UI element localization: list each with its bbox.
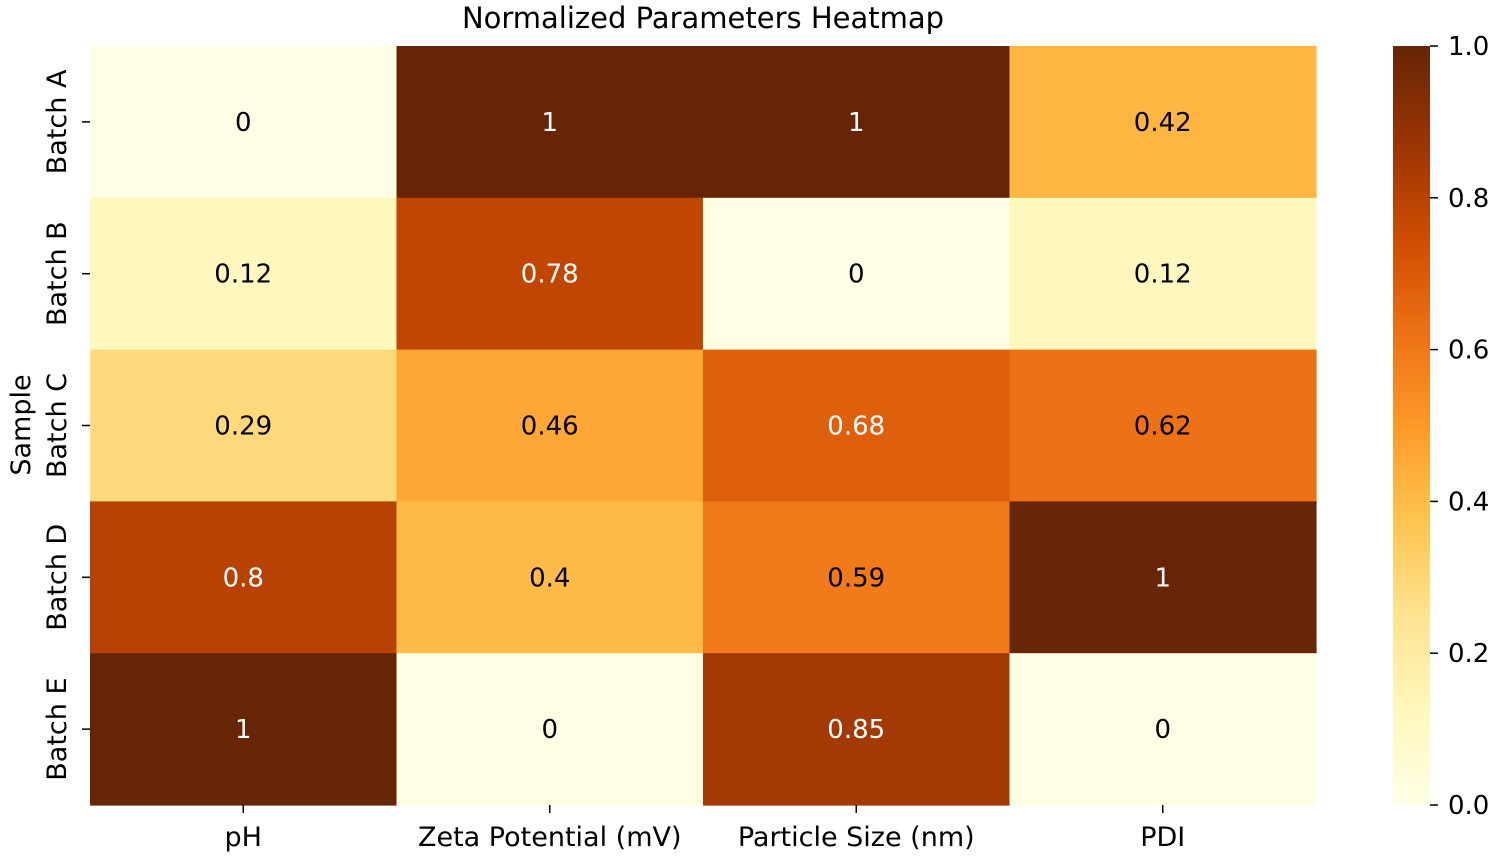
y-axis: Batch A Batch B Batch C Batch D Batch E <box>42 69 90 781</box>
cell-value-label: 0 <box>235 108 252 138</box>
heatmap-cell <box>90 501 398 654</box>
cell-value-label: 0.12 <box>1134 260 1192 290</box>
cell-annotations: 0 1 1 0.42 0.12 0.78 0 0.12 0.29 0.46 0.68 0.62 0.8 0… <box>214 108 1191 745</box>
y-tick-label: Batch A <box>42 69 73 174</box>
heatmap-cells <box>90 46 1317 806</box>
heatmap-cell <box>396 197 704 351</box>
y-tick-label: Batch C <box>42 373 73 478</box>
colorbar-tick-label: 0.6 <box>1448 336 1489 366</box>
heatmap-cell <box>1009 46 1317 199</box>
chart-title: Normalized Parameters Heatmap <box>462 1 944 35</box>
colorbar <box>1393 46 1430 805</box>
cell-value-label: 0.42 <box>1134 108 1192 138</box>
heatmap-cell <box>703 653 1011 806</box>
x-tick-label: Particle Size (nm) <box>738 822 975 853</box>
cell-value-label: 0.68 <box>827 412 885 442</box>
cell-value-label: 0.8 <box>223 563 264 593</box>
cell-value-label: 0.4 <box>529 563 570 593</box>
cell-value-label: 0 <box>1154 715 1171 745</box>
heatmap-cell <box>703 349 1011 502</box>
cell-value-label: 0.46 <box>521 412 579 442</box>
heatmap-cell <box>703 501 1011 654</box>
cell-value-label: 0.62 <box>1134 412 1192 442</box>
y-tick-label: Batch B <box>42 221 73 326</box>
heatmap-cell <box>396 501 704 654</box>
heatmap-cell <box>1009 653 1317 806</box>
colorbar-tick-label: 0.2 <box>1448 639 1489 669</box>
heatmap-cell <box>703 197 1011 351</box>
heatmap-cell <box>703 46 1011 199</box>
heatmap-cell <box>1009 501 1317 654</box>
colorbar-axis: 0.0 0.2 0.4 0.6 0.8 1.0 <box>1430 32 1489 821</box>
colorbar-tick-label: 0.8 <box>1448 184 1489 214</box>
cell-value-label: 0.85 <box>827 715 885 745</box>
x-tick-label: Zeta Potential (mV) <box>418 822 682 853</box>
colorbar-tick-label: 0.0 <box>1448 791 1489 821</box>
heatmap-cell <box>396 349 704 502</box>
heatmap-cell <box>90 349 398 502</box>
cell-value-label: 1 <box>541 108 558 138</box>
heatmap-cell <box>396 46 704 199</box>
cell-value-label: 0.78 <box>521 260 579 290</box>
heatmap-cell <box>1009 349 1317 502</box>
x-axis: pH Zeta Potential (mV) Particle Size (nm) P… <box>225 805 1185 853</box>
cell-value-label: 1 <box>848 108 865 138</box>
heatmap-cell <box>90 46 398 199</box>
colorbar-tick-label: 0.4 <box>1448 487 1489 517</box>
cell-value-label: 0 <box>541 715 558 745</box>
heatmap-cell <box>396 653 704 806</box>
heatmap-cell <box>90 653 398 806</box>
x-tick-label: PDI <box>1140 822 1185 853</box>
cell-value-label: 0 <box>848 260 865 290</box>
cell-value-label: 1 <box>235 715 252 745</box>
y-axis-label: Sample <box>6 374 37 475</box>
x-tick-label: pH <box>225 822 262 853</box>
cell-value-label: 0.59 <box>827 563 885 593</box>
colorbar-tick-label: 1.0 <box>1448 32 1489 62</box>
heatmap-cell <box>90 197 398 351</box>
cell-value-label: 0.29 <box>214 412 272 442</box>
y-tick-label: Batch E <box>42 677 73 780</box>
y-tick-label: Batch D <box>42 524 73 631</box>
cell-value-label: 1 <box>1154 563 1171 593</box>
cell-value-label: 0.12 <box>214 260 272 290</box>
heatmap-cell <box>1009 197 1317 351</box>
